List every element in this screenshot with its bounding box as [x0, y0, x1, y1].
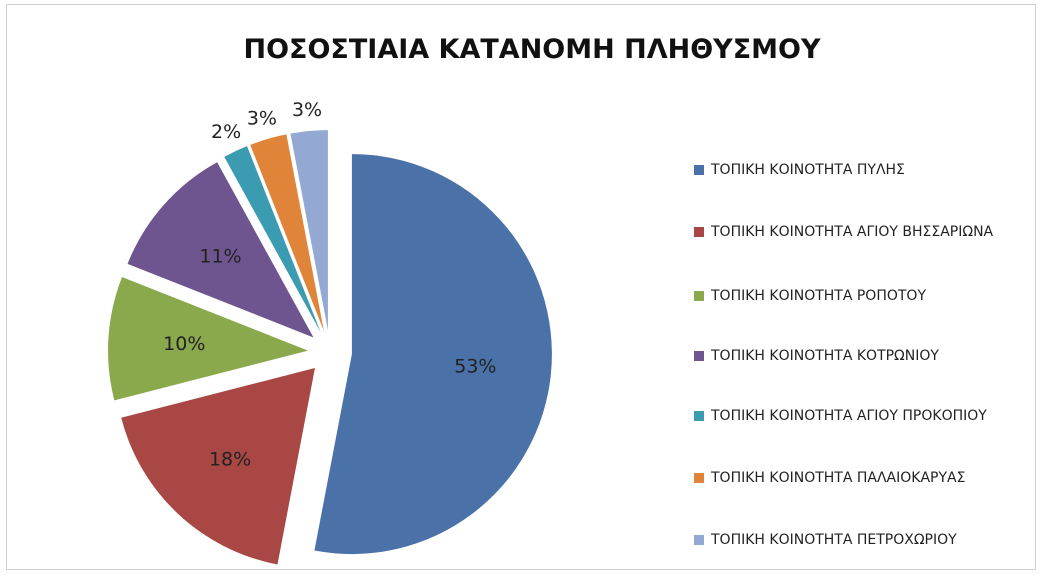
legend-swatch	[694, 165, 704, 175]
data-label: 18%	[209, 448, 251, 470]
legend-item: ΤΟΠΙΚΗ ΚΟΙΝΟΤΗΤΑ ΑΓΙΟΥ ΠΡΟΚΟΠΙΟΥ	[694, 404, 1034, 428]
legend-item: ΤΟΠΙΚΗ ΚΟΙΝΟΤΗΤΑ ΠΥΛΗΣ	[694, 158, 1034, 182]
pie-slice	[121, 368, 315, 565]
legend-label: ΤΟΠΙΚΗ ΚΟΙΝΟΤΗΤΑ ΠΥΛΗΣ	[711, 162, 905, 178]
pie-slice	[314, 154, 552, 555]
data-label: 11%	[199, 245, 241, 267]
pie-slice	[290, 130, 328, 331]
data-label: 3%	[292, 99, 322, 121]
data-label: 3%	[247, 108, 277, 130]
data-label: 10%	[163, 333, 205, 355]
data-label: 53%	[454, 356, 496, 378]
legend-label: ΤΟΠΙΚΗ ΚΟΙΝΟΤΗΤΑ ΡΟΠΟΤΟΥ	[711, 288, 926, 304]
legend-label: ΤΟΠΙΚΗ ΚΟΙΝΟΤΗΤΑ ΑΓΙΟΥ ΒΗΣΣΑΡΙΩΝΑ	[711, 224, 994, 240]
data-label: 2%	[211, 121, 241, 143]
legend-label: ΤΟΠΙΚΗ ΚΟΙΝΟΤΗΤΑ ΚΟΤΡΩΝΙΟΥ	[711, 348, 939, 364]
legend-item: ΤΟΠΙΚΗ ΚΟΙΝΟΤΗΤΑ ΡΟΠΟΤΟΥ	[694, 284, 1034, 308]
legend-label: ΤΟΠΙΚΗ ΚΟΙΝΟΤΗΤΑ ΠΕΤΡΟΧΩΡΙΟΥ	[711, 532, 957, 548]
legend-swatch	[694, 411, 704, 421]
pie-slice	[224, 146, 321, 333]
legend-item: ΤΟΠΙΚΗ ΚΟΙΝΟΤΗΤΑ ΠΑΛΑΙΟΚΑΡΥΑΣ	[694, 466, 1034, 490]
legend-swatch	[694, 227, 704, 237]
legend-swatch	[694, 291, 704, 301]
chart-title: ΠΟΣΟΣΤΙΑΙΑ ΚΑΤΑΝΟΜΗ ΠΛΗΘΥΣΜΟΥ	[243, 34, 820, 65]
legend-label: ΤΟΠΙΚΗ ΚΟΙΝΟΤΗΤΑ ΑΓΙΟΥ ΠΡΟΚΟΠΙΟΥ	[711, 408, 987, 424]
legend-item: ΤΟΠΙΚΗ ΚΟΙΝΟΤΗΤΑ ΚΟΤΡΩΝΙΟΥ	[694, 344, 1034, 368]
legend-label: ΤΟΠΙΚΗ ΚΟΙΝΟΤΗΤΑ ΠΑΛΑΙΟΚΑΡΥΑΣ	[711, 470, 966, 486]
legend-swatch	[694, 473, 704, 483]
chart-frame	[6, 4, 1036, 570]
pie-slice	[127, 162, 314, 338]
legend-item: ΤΟΠΙΚΗ ΚΟΙΝΟΤΗΤΑ ΑΓΙΟΥ ΒΗΣΣΑΡΙΩΝΑ	[694, 220, 1034, 244]
legend-swatch	[694, 535, 704, 545]
legend-item: ΤΟΠΙΚΗ ΚΟΙΝΟΤΗΤΑ ΠΕΤΡΟΧΩΡΙΟΥ	[694, 528, 1034, 552]
pie-slice	[250, 134, 324, 331]
legend-swatch	[694, 351, 704, 361]
pie-slice	[108, 276, 309, 401]
